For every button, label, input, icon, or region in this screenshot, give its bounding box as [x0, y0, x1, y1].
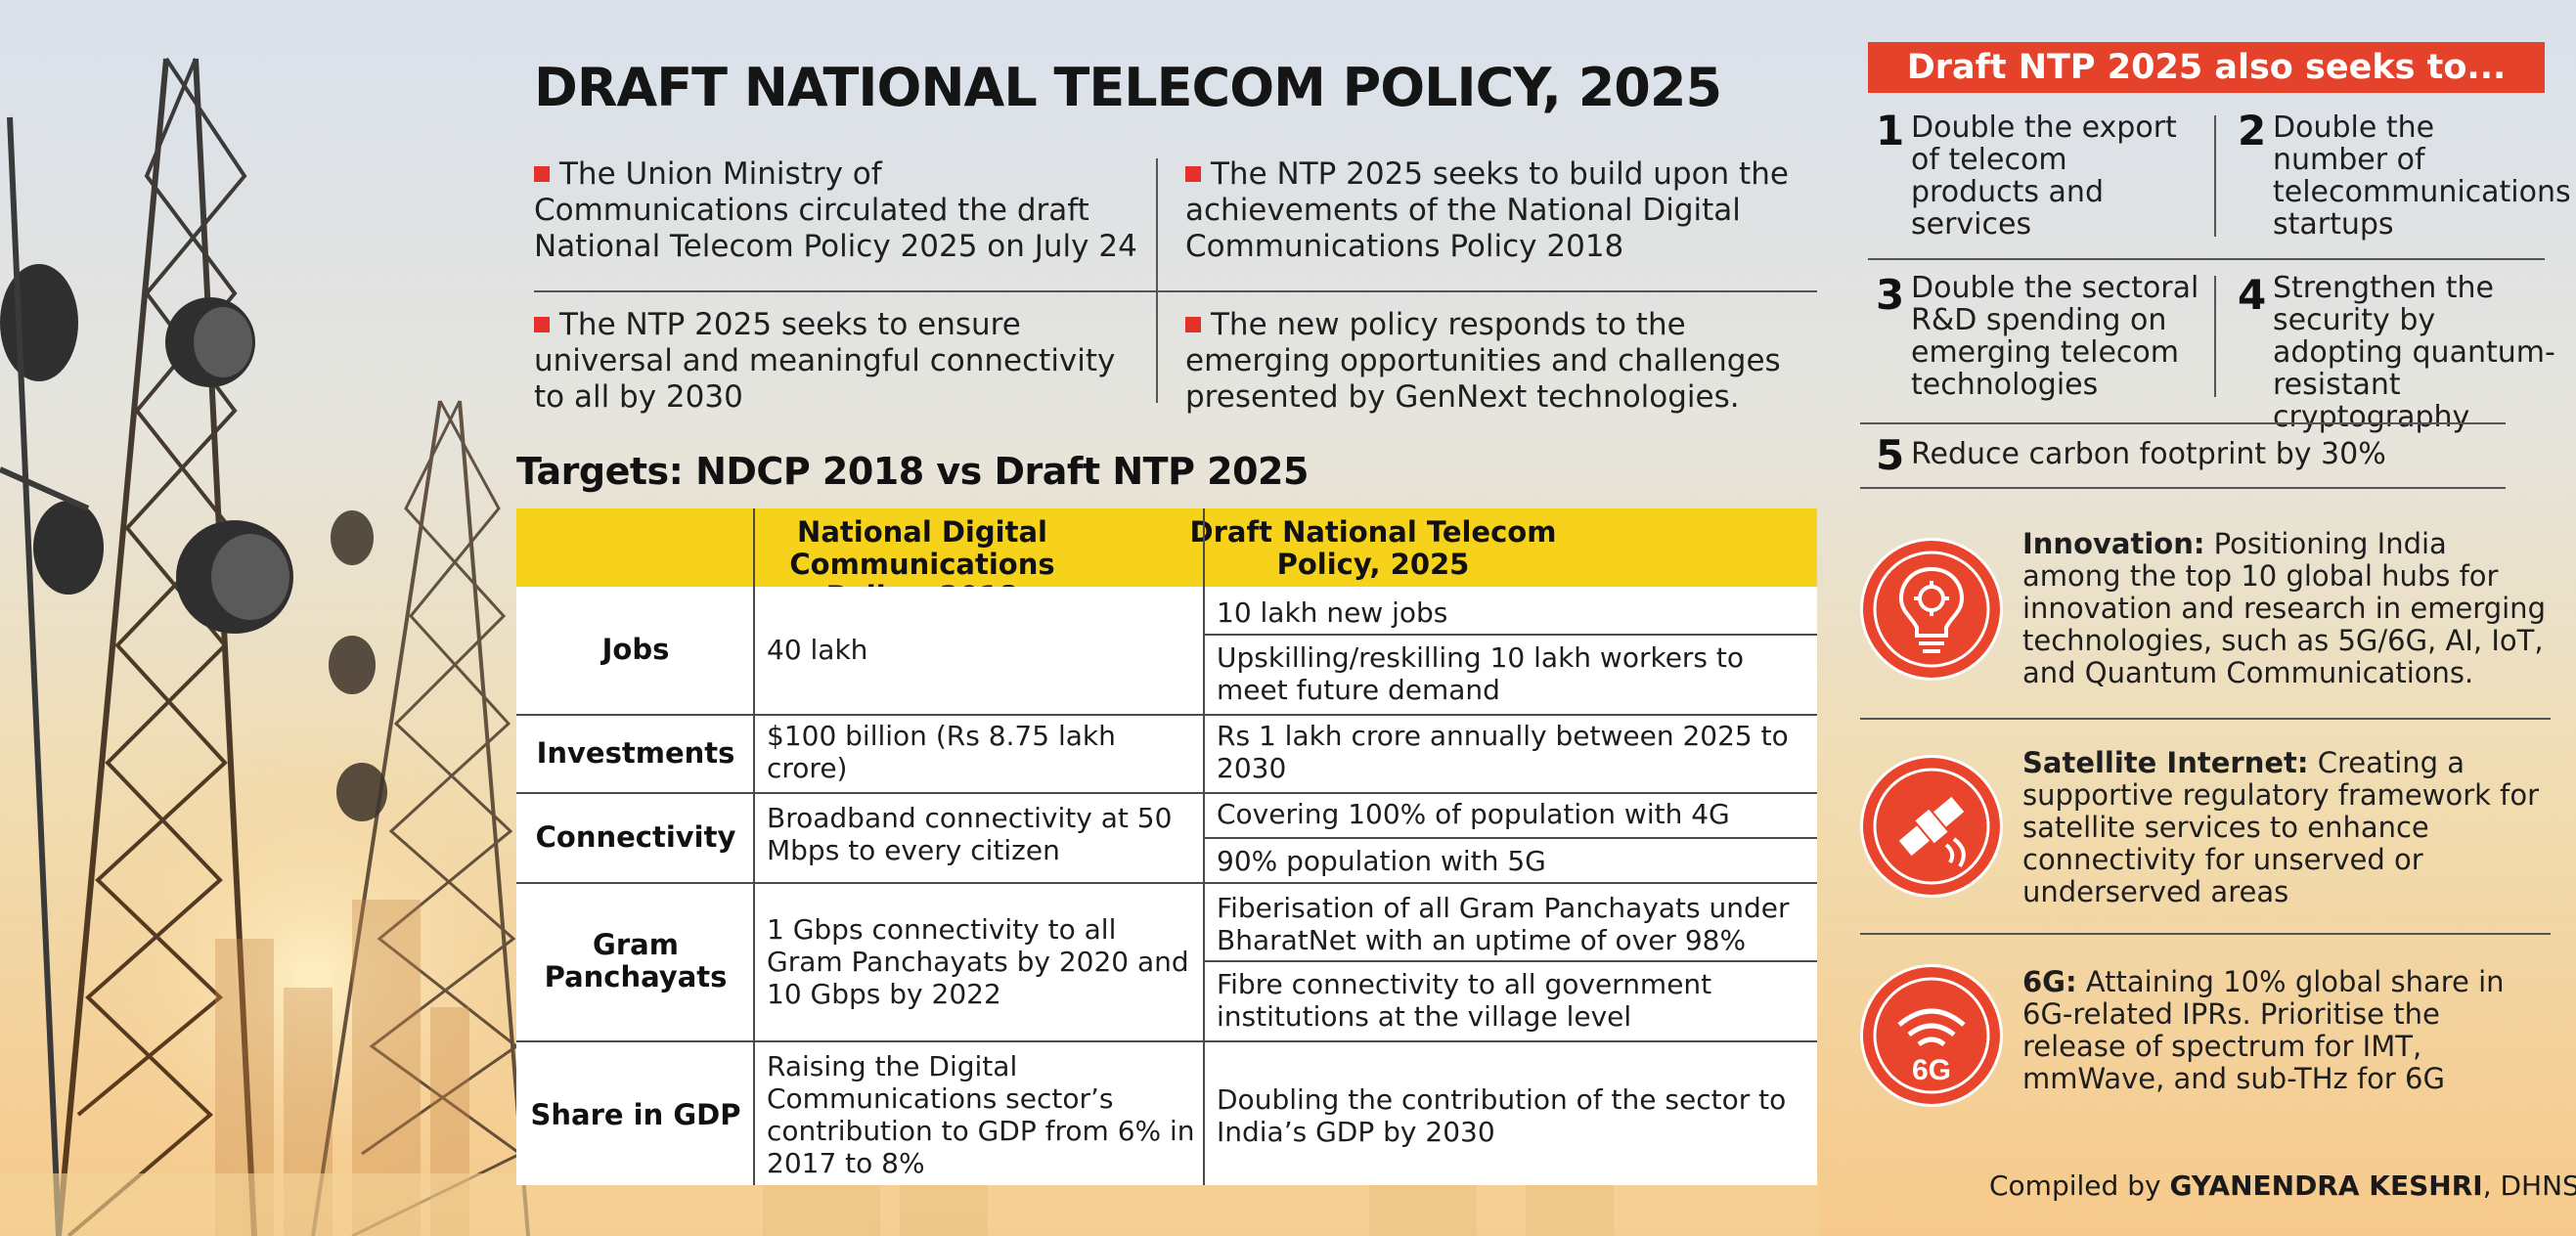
seeks-banner: Draft NTP 2025 also seeks to... — [1868, 42, 2545, 93]
table-divider — [1203, 508, 1205, 1185]
goal-text: Double the sectoral R&D spending on emer… — [1911, 271, 2199, 402]
intro-bullet: The new policy responds to the emerging … — [1185, 307, 1781, 415]
bullet-square-icon — [534, 166, 550, 182]
goal-number: 2 — [2238, 107, 2267, 154]
cell-ntp-gram-panchayats-2: Fibre connectivity to all government ins… — [1217, 968, 1712, 1033]
cell-ndcp-jobs: 40 lakh — [767, 634, 868, 666]
table-body — [516, 587, 1817, 1185]
satellite-icon — [1860, 755, 2003, 898]
cell-ndcp-gram-panchayats: 1 Gbps connectivity to all Gram Panchaya… — [767, 913, 1189, 1010]
goal-text: Strengthen the security by adopting quan… — [2273, 271, 2555, 434]
divider — [2214, 115, 2216, 237]
divider — [1860, 422, 2506, 424]
cell-ntp-connectivity-2: 90% population with 5G — [1217, 845, 1546, 877]
goal-number: 5 — [1876, 431, 1905, 479]
row-label-gram-panchayats: Gram Panchayats — [544, 928, 728, 993]
goal-number: 3 — [1876, 271, 1905, 319]
cell-ndcp-connectivity: Broadband connectivity at 50 Mbps to eve… — [767, 802, 1173, 866]
credit-line: Compiled by GYANENDRA KESHRI, DHNS — [1989, 1170, 2576, 1202]
column-header-ntp: Draft National Telecom Policy, 2025 — [1189, 515, 1557, 581]
6g-label: 6G — [1912, 1054, 1951, 1086]
divider — [2214, 276, 2216, 397]
table-divider — [753, 508, 755, 1185]
bullet-square-icon — [1185, 166, 1201, 182]
page-title: DRAFT NATIONAL TELECOM POLICY, 2025 — [534, 57, 1722, 118]
table-divider — [516, 714, 1817, 716]
intro-bullet: The NTP 2025 seeks to build upon the ach… — [1185, 156, 1789, 264]
goal-number: 1 — [1876, 107, 1905, 154]
table-header-row — [516, 508, 1817, 587]
cell-ntp-jobs-1: 10 lakh new jobs — [1217, 596, 1448, 629]
table-divider — [1205, 634, 1817, 636]
lightbulb-gear-icon — [1860, 538, 2003, 681]
cell-ndcp-share-in-gdp: Raising the Digital Communications secto… — [767, 1050, 1195, 1179]
row-label-investments: Investments — [536, 736, 735, 770]
divider — [1156, 158, 1158, 403]
cell-ntp-jobs-2: Upskilling/reskilling 10 lakh workers to… — [1217, 641, 1745, 706]
intro-bullet: The Union Ministry of Communications cir… — [534, 156, 1137, 264]
goal-number: 4 — [2238, 271, 2267, 319]
intro-bullets: The Union Ministry of Communications cir… — [534, 154, 1817, 420]
telecom-towers-illustration — [0, 56, 548, 1236]
cell-ntp-investments: Rs 1 lakh crore annually between 2025 to… — [1217, 720, 1789, 784]
6g-wifi-icon: 6G — [1860, 964, 2003, 1107]
table-divider — [516, 792, 1817, 794]
row-label-connectivity: Connectivity — [535, 820, 736, 854]
cell-ntp-share-in-gdp: Doubling the contribution of the sector … — [1217, 1083, 1787, 1148]
row-label-jobs: Jobs — [601, 633, 670, 666]
bullet-square-icon — [1185, 317, 1201, 332]
intro-bullet: The NTP 2025 seeks to ensure universal a… — [534, 307, 1116, 415]
divider — [1860, 933, 2551, 935]
table-divider — [516, 882, 1817, 884]
targets-table: National Digital Communications Policy, … — [516, 508, 1817, 1185]
table-divider — [1205, 837, 1817, 839]
divider — [1860, 487, 2506, 489]
divider — [1868, 258, 2545, 260]
row-label-share-in-gdp: Share in GDP — [530, 1098, 741, 1131]
secondary-tower-illustration — [311, 400, 530, 1236]
goal-text: Reduce carbon footprint by 30% — [1911, 437, 2386, 471]
cell-ntp-gram-panchayats-1: Fiberisation of all Gram Panchayats unde… — [1217, 892, 1790, 956]
divider — [534, 290, 1817, 292]
table-divider — [516, 1040, 1817, 1042]
feature-satellite-internet: Satellite Internet: Creating a supportiv… — [2022, 746, 2540, 908]
feature-6g: 6G: Attaining 10% global share in 6G-rel… — [2022, 965, 2505, 1095]
cell-ntp-connectivity-1: Covering 100% of population with 4G — [1217, 798, 1730, 830]
bullet-square-icon — [534, 317, 550, 332]
feature-innovation: Innovation: Positioning India among the … — [2022, 527, 2546, 689]
table-divider — [1205, 960, 1817, 962]
cell-ndcp-investments: $100 billion (Rs 8.75 lakh crore) — [767, 720, 1116, 784]
targets-heading: Targets: NDCP 2018 vs Draft NTP 2025 — [516, 450, 1309, 493]
divider — [1860, 718, 2551, 720]
goal-text: Double the number of telecommunications … — [2273, 110, 2571, 242]
goal-text: Double the export of telecom products an… — [1911, 110, 2177, 242]
